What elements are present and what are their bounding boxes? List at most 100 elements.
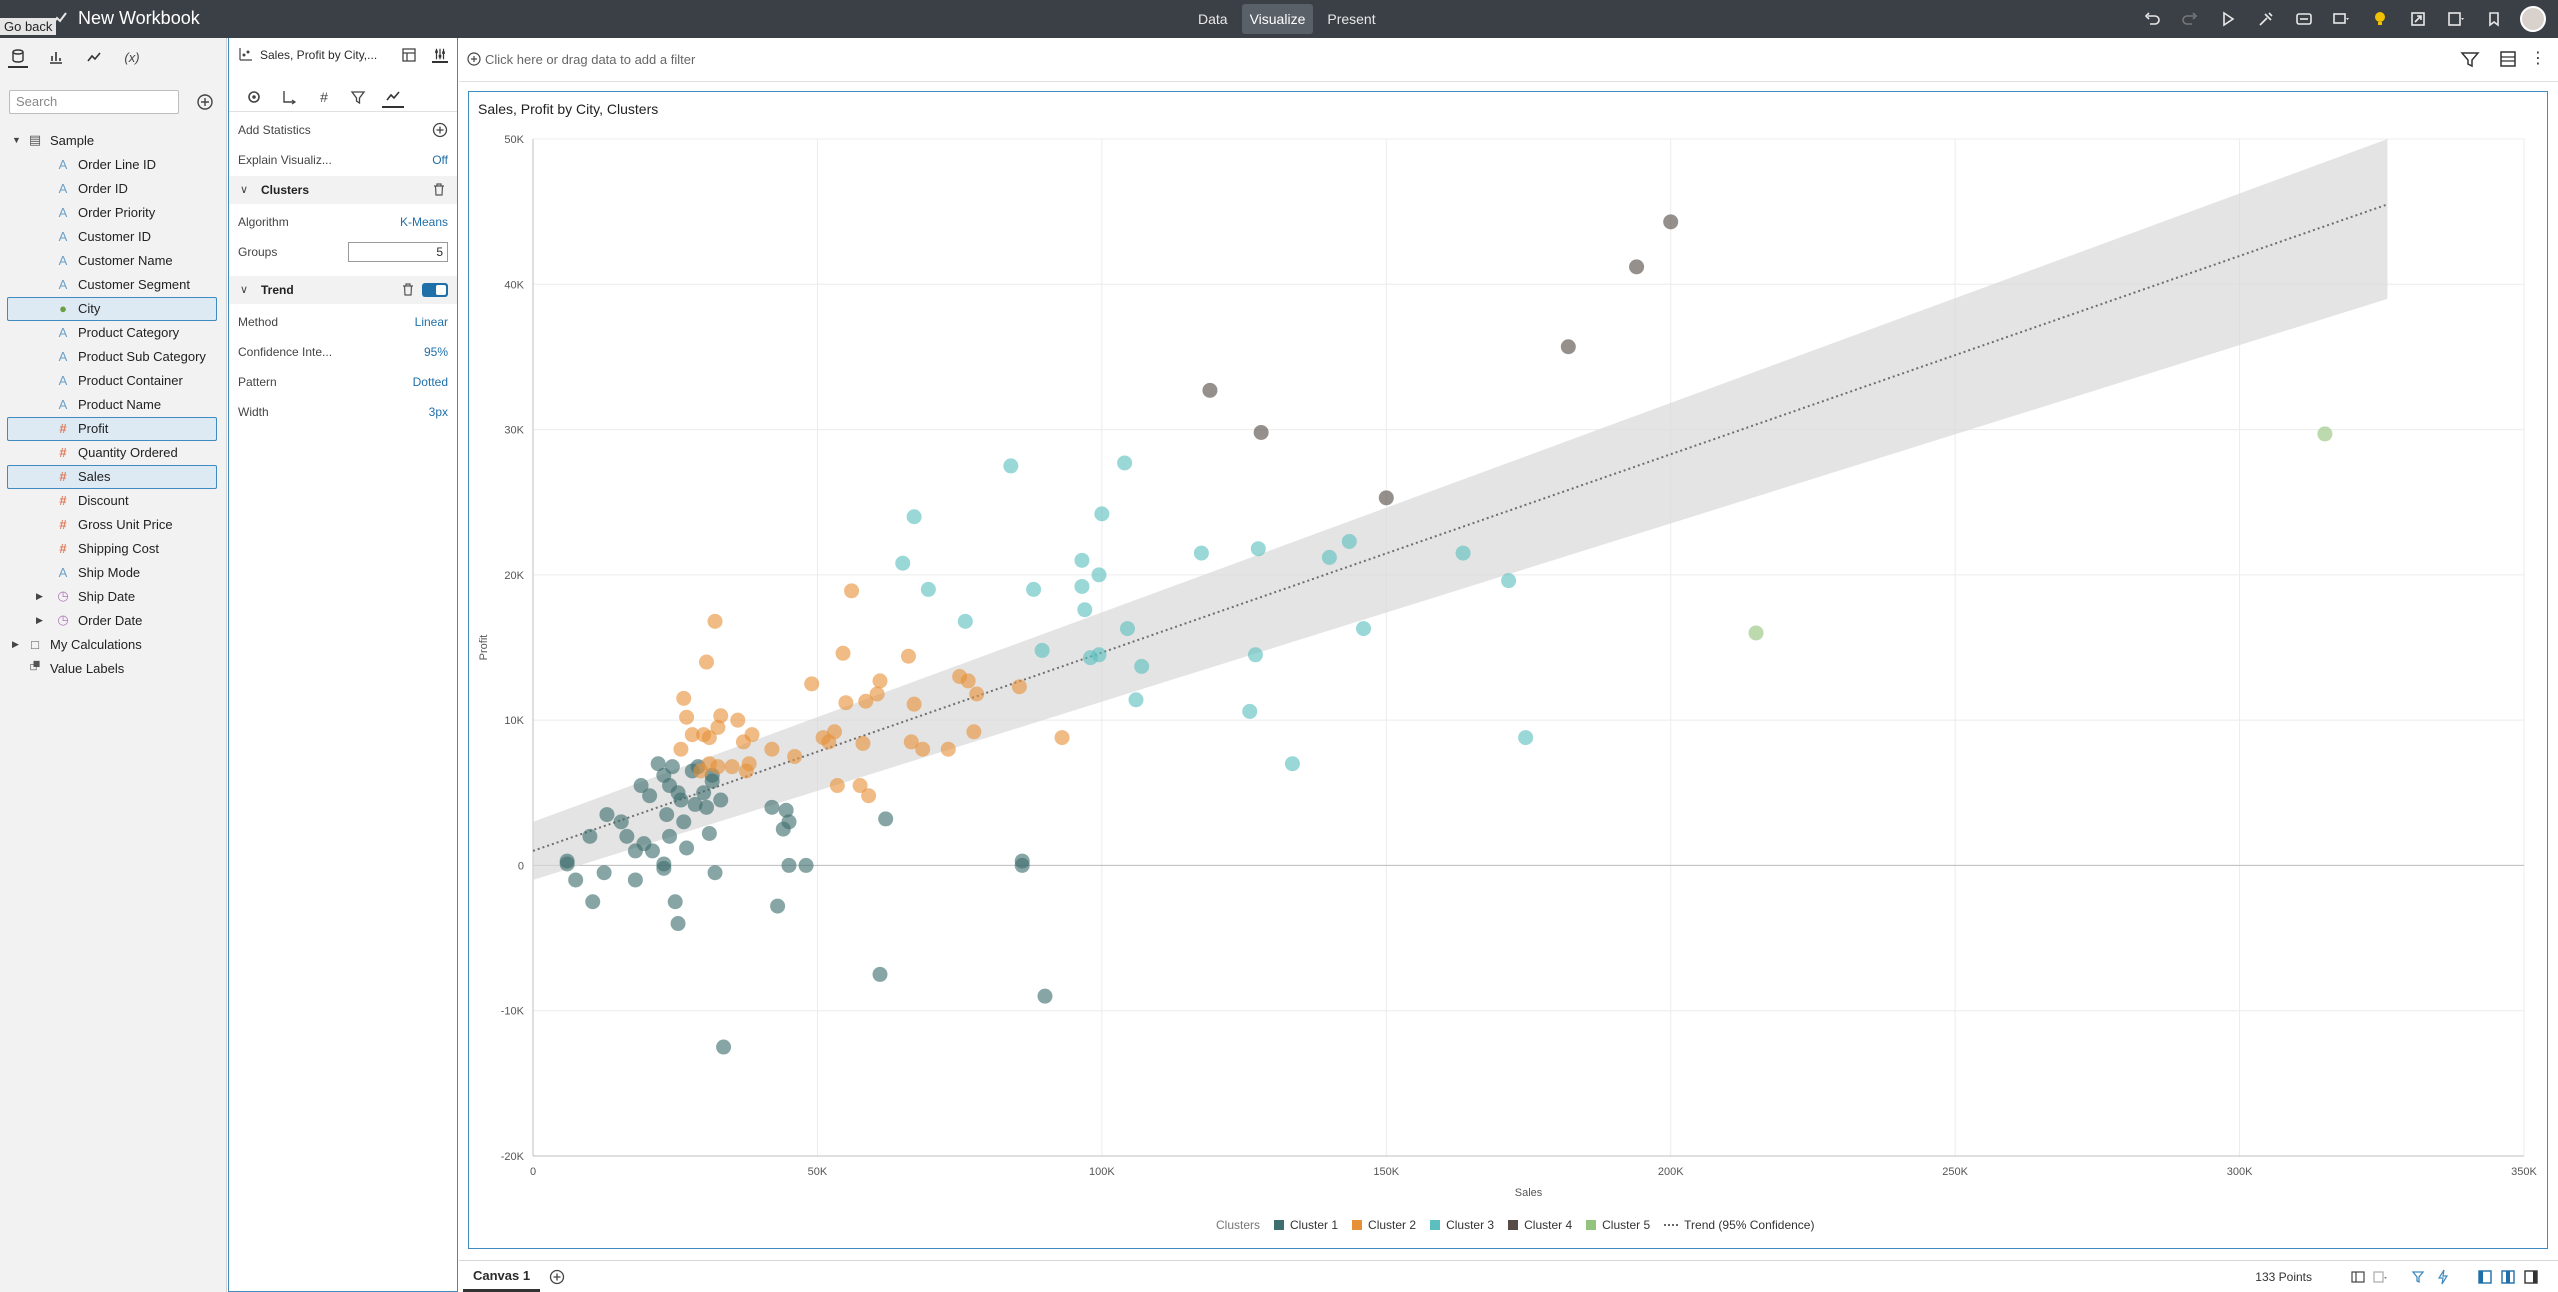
legend-item-trend[interactable]: Trend (95% Confidence) [1664,1218,1814,1232]
data-element-gross-unit-price[interactable]: # Gross Unit Price [0,512,227,536]
data-element-customer-id[interactable]: A Customer ID [0,224,227,248]
scatter-chart[interactable]: 0 50K 100K 150K 200K 250K 300K 350K -20K -10K 0 10K… [0,0,2558,1260]
trend-line[interactable] [532,203,2388,852]
data-point-cluster-1[interactable] [1014,853,1030,869]
legend-item-cluster-3[interactable]: Cluster 3 [1430,1218,1494,1232]
data-element-quantity-ordered[interactable]: # Quantity Ordered [0,440,227,464]
data-point-cluster-4[interactable] [1560,339,1576,355]
analytics-settings-icon[interactable] [382,86,404,108]
data-point-cluster-2[interactable] [915,741,931,757]
tools-icon[interactable] [2254,8,2278,30]
data-point-cluster-5[interactable] [1748,625,1764,641]
grammar-settings-icon[interactable] [432,47,448,63]
caret-right-icon[interactable]: ▶ [12,638,19,649]
data-point-cluster-2[interactable] [966,724,982,740]
data-point-cluster-2[interactable] [838,695,854,711]
data-element-order-id[interactable]: A Order ID [0,176,227,200]
data-point-cluster-2[interactable] [940,741,956,757]
data-point-cluster-2[interactable] [684,727,700,743]
add-filter-icon[interactable] [467,52,481,66]
more-options-icon[interactable]: ⋮ [2530,50,2546,67]
filter-settings-icon[interactable] [347,86,369,108]
data-point-cluster-1[interactable] [662,828,678,844]
caret-down-icon[interactable]: ▼ [12,135,21,145]
data-point-cluster-1[interactable] [670,916,686,932]
data-point-cluster-1[interactable] [872,966,888,982]
trend-section-header[interactable]: ∨ Trend [229,276,457,304]
data-element-my-calculations[interactable]: ▶ □ My Calculations [0,632,227,656]
confidence-value[interactable]: 95% [423,345,448,359]
tab-visualize[interactable]: Visualize [1241,4,1314,34]
data-element-order-priority[interactable]: A Order Priority [0,200,227,224]
data-point-cluster-3[interactable] [1003,458,1019,474]
visualizations-tab-icon[interactable] [46,46,66,68]
data-point-cluster-2[interactable] [787,748,803,764]
data-point-cluster-1[interactable] [642,788,658,804]
data-point-cluster-3[interactable] [906,509,922,525]
trend-toggle[interactable] [422,283,448,297]
data-point-cluster-1[interactable] [878,811,894,827]
width-row[interactable]: Width 3px [229,398,457,426]
data-point-cluster-4[interactable] [1378,490,1394,506]
data-point-cluster-3[interactable] [1242,703,1258,719]
pattern-value[interactable]: Dotted [412,375,448,389]
data-point-cluster-2[interactable] [869,686,885,702]
data-point-cluster-1[interactable] [696,785,712,801]
data-point-cluster-1[interactable] [716,1039,732,1055]
filter-options-icon[interactable] [2459,48,2481,70]
data-point-cluster-2[interactable] [764,741,780,757]
data-point-cluster-2[interactable] [969,686,985,702]
auto-apply-icon[interactable] [2410,1269,2426,1285]
data-element-ship-date[interactable]: ▶ ◷ Ship Date [0,584,227,608]
chevron-down-icon[interactable]: ∨ [240,184,249,196]
data-element-city[interactable]: ● City [0,296,227,321]
data-point-cluster-1[interactable] [644,843,660,859]
viz-properties-icon[interactable] [401,47,417,63]
data-element-shipping-cost[interactable]: # Shipping Cost [0,536,227,560]
data-point-cluster-1[interactable] [599,807,615,823]
method-row[interactable]: Method Linear [229,308,457,336]
data-element-product-sub-category[interactable]: A Product Sub Category [0,344,227,368]
data-point-cluster-1[interactable] [627,872,643,888]
data-point-cluster-4[interactable] [1663,214,1679,230]
data-point-cluster-1[interactable] [1037,988,1053,1004]
data-point-cluster-2[interactable] [1011,679,1027,695]
data-point-cluster-3[interactable] [1077,602,1093,618]
data-point-cluster-3[interactable] [1518,730,1534,746]
play-icon[interactable] [2216,8,2240,30]
data-element-sample[interactable]: ▼ ▤ Sample [0,128,227,152]
explain-row[interactable]: Explain Visualiz... Off [229,146,457,174]
data-element-ship-mode[interactable]: A Ship Mode [0,560,227,584]
save-menu-icon[interactable] [2444,8,2468,30]
legend-item-cluster-5[interactable]: Cluster 5 [1586,1218,1650,1232]
delete-trend-icon[interactable] [402,283,414,296]
data-point-cluster-1[interactable] [778,802,794,818]
data-point-cluster-2[interactable] [744,727,760,743]
data-point-cluster-3[interactable] [920,581,936,597]
data-point-cluster-3[interactable] [1455,545,1471,561]
data-point-cluster-2[interactable] [872,673,888,689]
data-point-cluster-2[interactable] [826,724,842,740]
filter-bar[interactable]: Click here or drag data to add a filter … [459,38,2558,82]
data-point-cluster-1[interactable] [633,778,649,794]
algorithm-row[interactable]: Algorithm K-Means [229,208,457,236]
data-point-cluster-3[interactable] [1341,533,1357,549]
legend-item-cluster-1[interactable]: Cluster 1 [1274,1218,1338,1232]
data-element-discount[interactable]: # Discount [0,488,227,512]
data-point-cluster-1[interactable] [596,865,612,881]
data-point-cluster-1[interactable] [585,894,601,910]
insights-lightbulb-icon[interactable] [2368,8,2392,30]
data-point-cluster-1[interactable] [619,828,635,844]
data-point-cluster-1[interactable] [781,857,797,873]
data-search-input[interactable]: Search [9,90,179,114]
visualization-frame[interactable]: Sales, Profit by City, Clusters [468,91,2548,1249]
data-point-cluster-1[interactable] [707,865,723,881]
data-element-customer-name[interactable]: A Customer Name [0,248,227,272]
data-point-cluster-1[interactable] [664,759,680,775]
tab-present[interactable]: Present [1327,11,1376,27]
data-point-cluster-3[interactable] [957,613,973,629]
axis-settings-icon[interactable] [278,86,300,108]
data-point-cluster-2[interactable] [855,735,871,751]
layout-icon[interactable] [2350,1269,2366,1285]
user-avatar[interactable] [2520,6,2546,32]
